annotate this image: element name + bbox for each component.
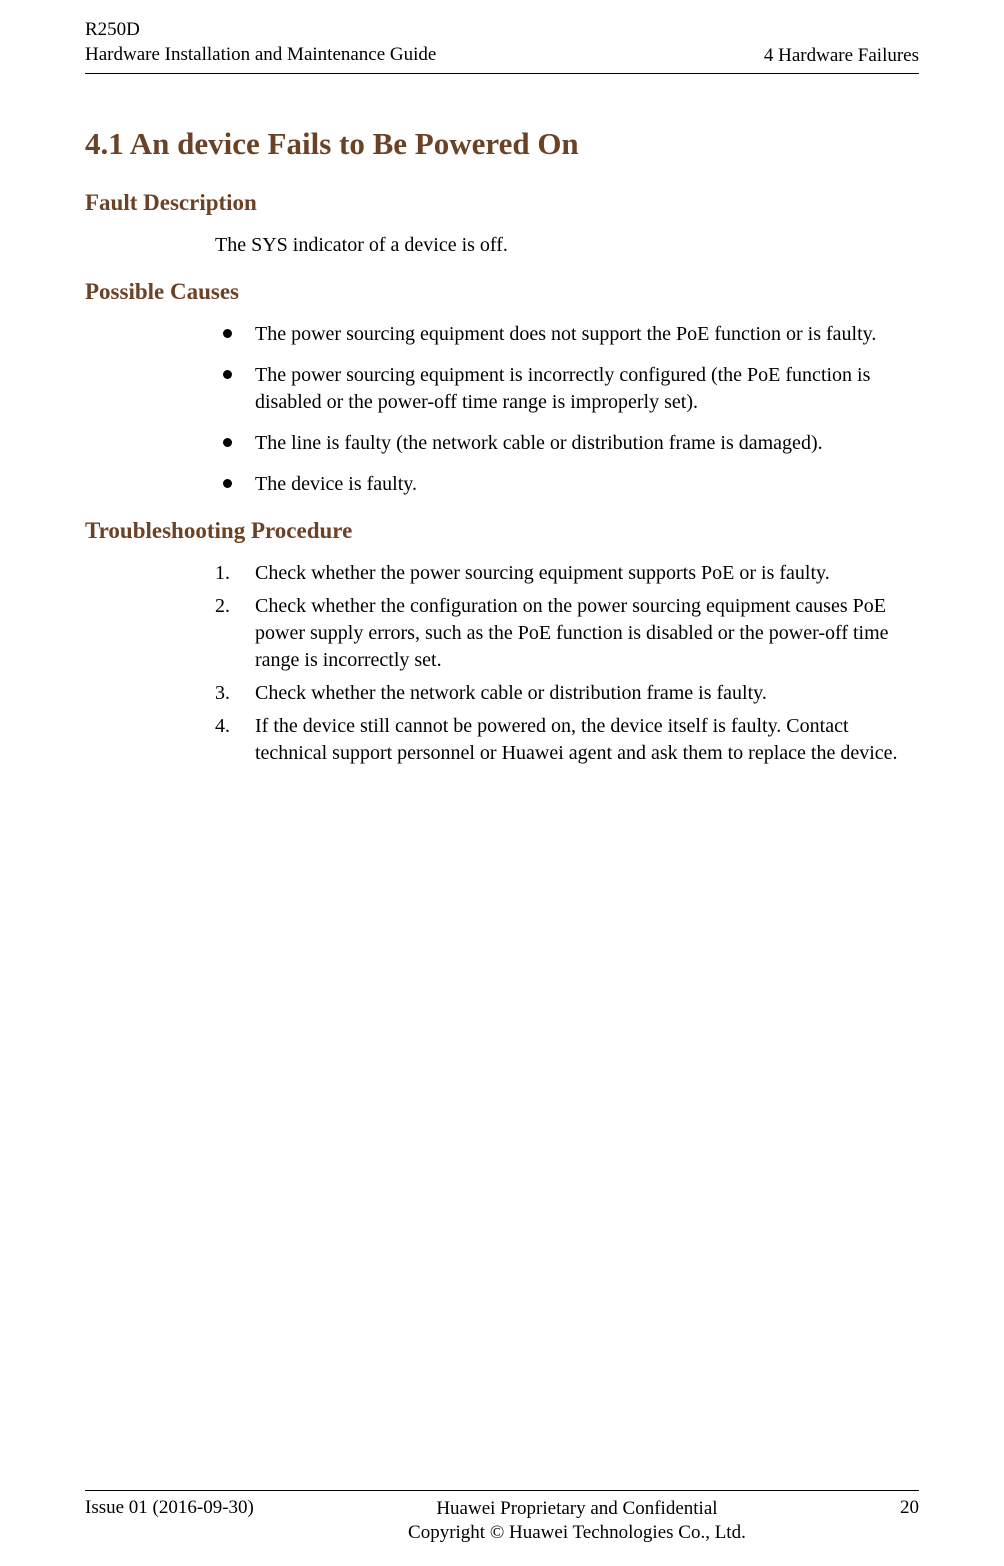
troubleshooting-list: Check whether the power sourcing equipme…	[215, 560, 919, 767]
footer-issue: Issue 01 (2016-09-30)	[85, 1497, 254, 1519]
possible-causes-heading: Possible Causes	[85, 279, 919, 305]
page-footer: Issue 01 (2016-09-30) Huawei Proprietary…	[85, 1490, 919, 1546]
fault-description-text: The SYS indicator of a device is off.	[215, 232, 919, 259]
page-header: R250D Hardware Installation and Maintena…	[85, 0, 919, 74]
section-title: 4.1 An device Fails to Be Powered On	[85, 126, 919, 162]
list-item: If the device still cannot be powered on…	[215, 713, 919, 767]
page-content: 4.1 An device Fails to Be Powered On Fau…	[0, 126, 1004, 767]
header-left: R250D Hardware Installation and Maintena…	[85, 18, 436, 67]
footer-copyright: Copyright © Huawei Technologies Co., Ltd…	[408, 1521, 746, 1546]
list-item: The device is faulty.	[215, 471, 919, 498]
fault-description-heading: Fault Description	[85, 190, 919, 216]
footer-confidential: Huawei Proprietary and Confidential	[408, 1497, 746, 1522]
troubleshooting-heading: Troubleshooting Procedure	[85, 518, 919, 544]
list-item: The power sourcing equipment is incorrec…	[215, 362, 919, 416]
footer-page-number: 20	[900, 1497, 919, 1519]
list-item: Check whether the configuration on the p…	[215, 593, 919, 674]
product-name: R250D	[85, 18, 436, 43]
chapter-name: 4 Hardware Failures	[764, 45, 919, 66]
guide-name: Hardware Installation and Maintenance Gu…	[85, 43, 436, 68]
header-right: 4 Hardware Failures	[764, 45, 919, 67]
list-item: The line is faulty (the network cable or…	[215, 430, 919, 457]
list-item: The power sourcing equipment does not su…	[215, 321, 919, 348]
footer-center: Huawei Proprietary and Confidential Copy…	[408, 1497, 746, 1546]
list-item: Check whether the network cable or distr…	[215, 680, 919, 707]
list-item: Check whether the power sourcing equipme…	[215, 560, 919, 587]
possible-causes-list: The power sourcing equipment does not su…	[215, 321, 919, 498]
